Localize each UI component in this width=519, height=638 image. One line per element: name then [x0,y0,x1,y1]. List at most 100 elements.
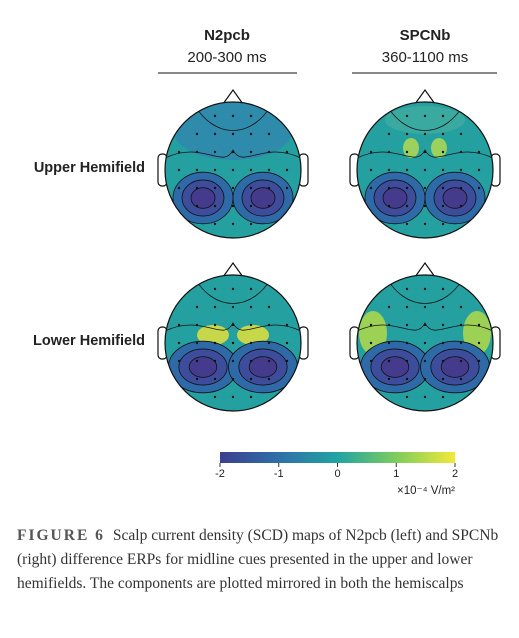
electrode [195,323,199,327]
contour [238,348,288,386]
electrode [423,395,427,399]
electrode [441,323,445,327]
electrode [213,359,217,363]
scalp-zone [383,188,407,208]
electrode [441,150,445,154]
electrode [195,204,199,208]
scalp-zone [403,138,419,158]
contour [370,348,420,386]
electrode [195,150,199,154]
electrode [459,359,463,363]
electrode [423,377,427,381]
colorbar-tick-label: -2 [215,468,225,480]
electrode [195,305,199,309]
contour [190,187,216,209]
contour [248,356,278,378]
contour [357,322,493,332]
electrode [387,150,391,154]
scalp-zone [251,188,275,208]
electrode [285,359,289,363]
electrode [231,114,235,118]
electrode [285,341,289,345]
electrode [213,395,217,399]
electrode [249,204,253,208]
scalp-map [165,102,301,238]
electrode [459,168,463,172]
colorbar-tick-label: 0 [334,468,340,480]
electrode [267,377,271,381]
electrode [195,186,199,190]
electrode [441,204,445,208]
electrode [459,323,463,327]
column-subtitle: 360-1100 ms [382,49,468,66]
electrode [423,341,427,345]
electrode [477,359,481,363]
scalp-map [357,275,493,411]
electrode [387,186,391,190]
electrode [249,323,253,327]
electrode [213,114,217,118]
electrode [231,168,235,172]
electrode [249,359,253,363]
electrode [177,186,181,190]
electrode [213,287,217,291]
electrode [213,341,217,345]
electrode [249,395,253,399]
electrode [195,377,199,381]
electrode [249,222,253,226]
electrode [213,305,217,309]
electrode [177,168,181,172]
electrode [195,168,199,172]
electrode [459,186,463,190]
electrode [267,305,271,309]
electrode [195,359,199,363]
head-outline [164,101,302,239]
electrode [231,395,235,399]
electrode [249,114,253,118]
contour [241,179,285,217]
electrode [423,168,427,172]
contour [382,187,408,209]
scalp-zone [191,188,215,208]
electrode [405,395,409,399]
electrode [213,323,217,327]
electrode [405,359,409,363]
electrode [213,168,217,172]
electrode [213,132,217,136]
electrode [231,222,235,226]
contour [165,149,301,159]
electrode [441,222,445,226]
electrode [177,359,181,363]
electrode [267,132,271,136]
colorbar [220,452,455,463]
electrode [387,132,391,136]
electrode [213,186,217,190]
scalp-map [357,102,493,238]
nose [414,261,436,278]
electrode [387,359,391,363]
electrode [459,341,463,345]
electrode [249,168,253,172]
electrode [477,186,481,190]
electrode [249,150,253,154]
electrode [387,341,391,345]
electrode [405,168,409,172]
caption-label: FIGURE 6 [17,527,105,544]
scalp-zone [431,138,447,158]
electrode [387,168,391,172]
electrode [177,150,181,154]
electrode [441,305,445,309]
contour [165,322,301,332]
electrode [267,150,271,154]
electrode [369,323,373,327]
electrode [231,323,235,327]
electrode [423,114,427,118]
electrode [249,287,253,291]
electrode [441,186,445,190]
contour [384,102,466,131]
electrode [369,186,373,190]
electrode [267,341,271,345]
electrode [285,168,289,172]
electrode [441,168,445,172]
